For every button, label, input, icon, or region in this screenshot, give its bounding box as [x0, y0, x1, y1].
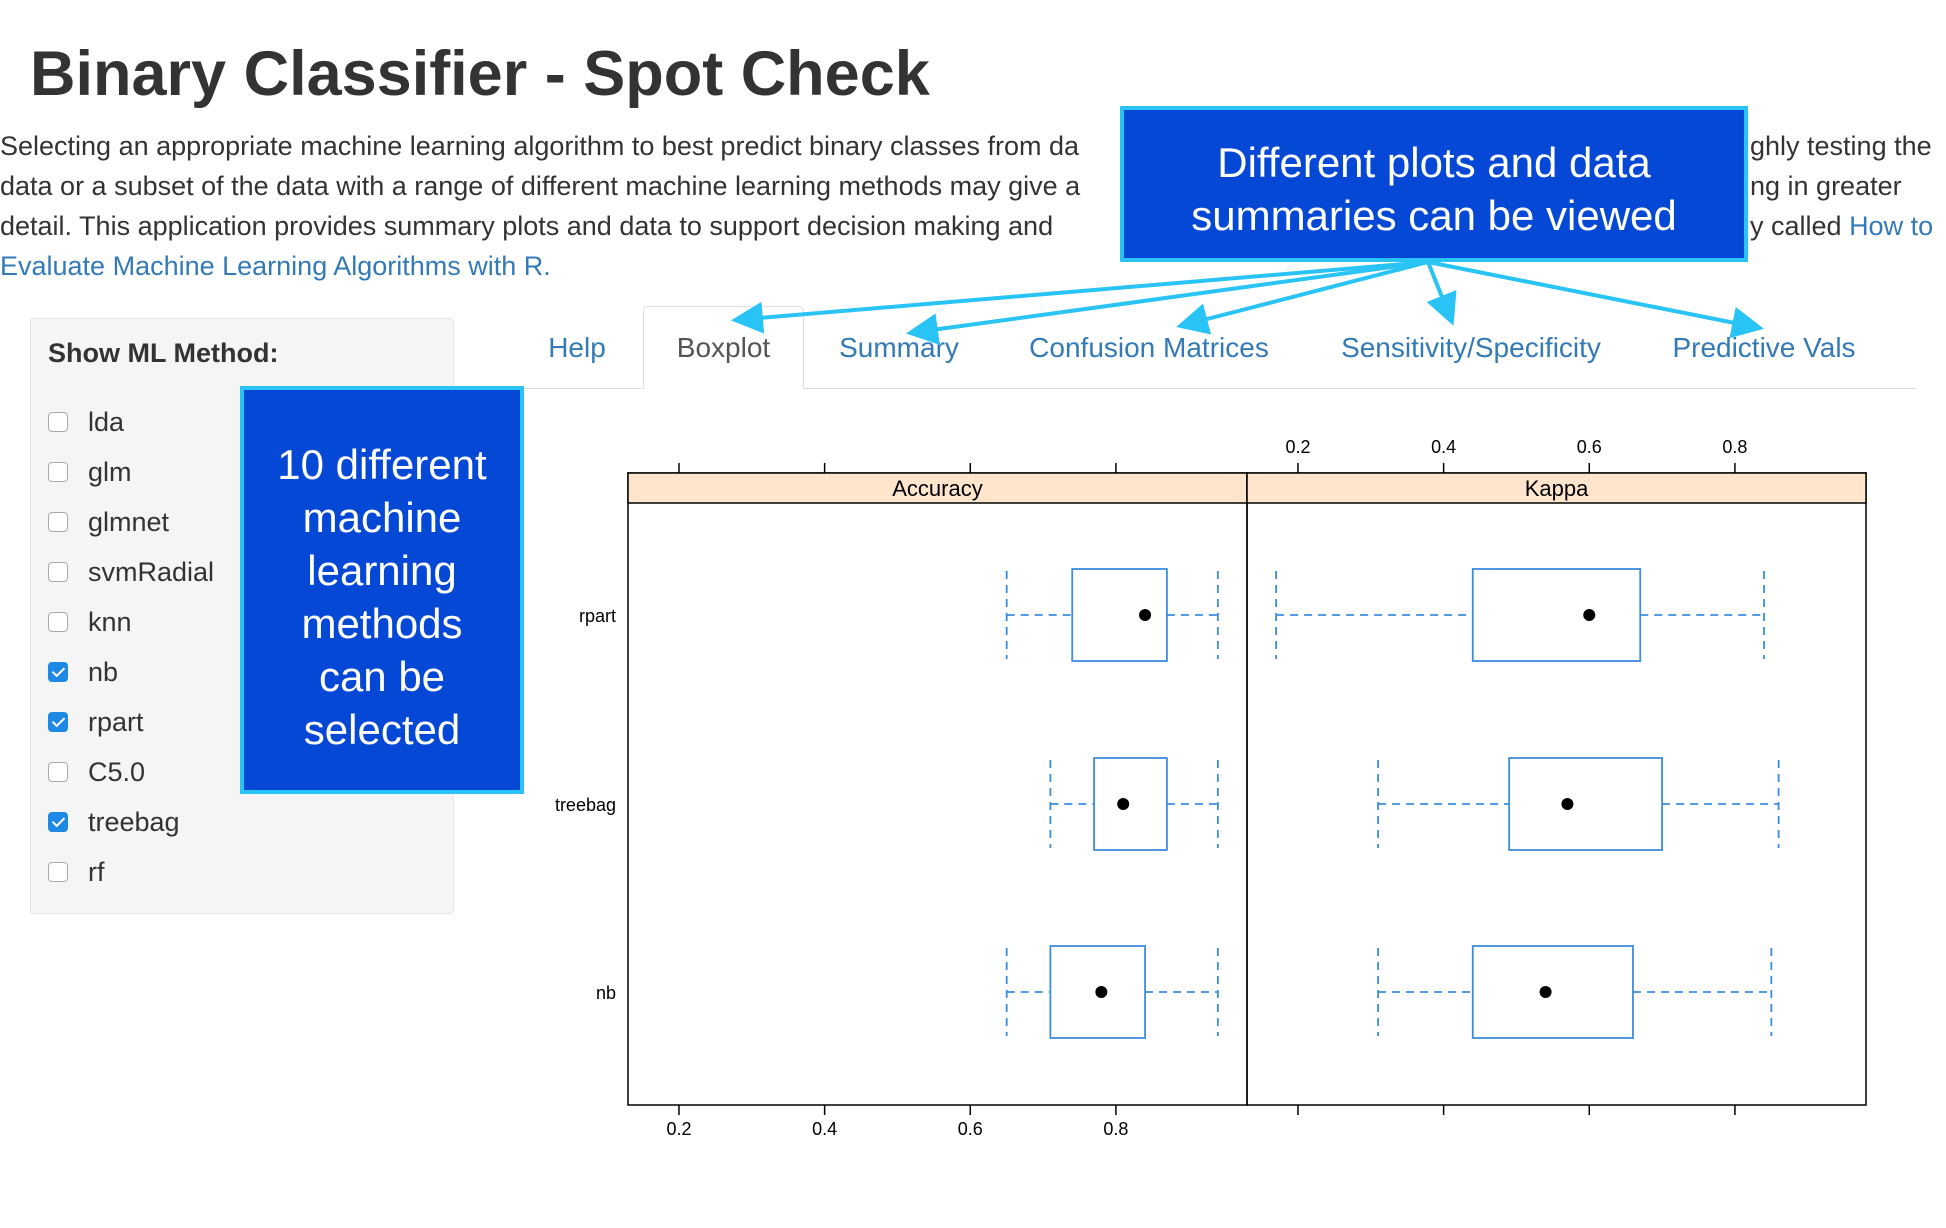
category-label: rpart	[579, 606, 616, 626]
method-checkbox[interactable]	[48, 412, 68, 432]
iqr-box	[1508, 757, 1663, 851]
tab-help[interactable]: Help	[548, 331, 606, 363]
method-checkbox[interactable]	[48, 862, 68, 882]
iqr-box	[1049, 945, 1146, 1039]
method-label: knn	[88, 606, 132, 637]
tab-confusion-matrices[interactable]: Confusion Matrices	[1029, 331, 1269, 363]
tick-label: 0.2	[666, 1119, 691, 1139]
method-checkbox[interactable]	[48, 812, 68, 832]
median-dot	[1139, 609, 1152, 621]
method-option-glmnet[interactable]: glmnet	[48, 502, 169, 542]
panel-frame	[1246, 472, 1867, 1106]
method-label: glm	[88, 456, 132, 487]
median-dot	[1095, 986, 1108, 998]
median-dot	[1117, 798, 1130, 810]
tick-label: 0.6	[1577, 437, 1602, 457]
callout-line: methods	[301, 600, 463, 647]
intro-link-part1[interactable]: How to	[1849, 211, 1934, 241]
method-checkbox[interactable]	[48, 662, 68, 682]
method-option-lda[interactable]: lda	[48, 402, 124, 442]
method-label: rpart	[88, 706, 144, 737]
callout-line: summaries can be viewed	[1191, 192, 1677, 239]
intro-line-1: Selecting an appropriate machine learnin…	[0, 131, 1932, 161]
panel-strip	[1246, 472, 1867, 504]
tick-label: 0.6	[958, 1119, 983, 1139]
iqr-box	[1471, 568, 1642, 662]
iqr-box	[1093, 757, 1168, 851]
method-checkbox[interactable]	[48, 562, 68, 582]
method-label: svmRadial	[88, 556, 215, 587]
method-label: glmnet	[88, 506, 170, 537]
intro-link-part2[interactable]: Evaluate Machine Learning Algorithms wit…	[0, 251, 551, 281]
method-option-knn[interactable]: knn	[48, 602, 132, 642]
method-checkbox[interactable]	[48, 762, 68, 782]
sidebar-title: Show ML Method:	[48, 338, 279, 368]
tick-label: 0.2	[1285, 437, 1310, 457]
tick-label: 0.8	[1722, 437, 1747, 457]
iqr-box	[1071, 568, 1168, 662]
category-label: nb	[596, 983, 616, 1003]
method-option-glm[interactable]: glm	[48, 452, 132, 492]
tab-sensitivity-specificity[interactable]: Sensitivity/Specificity	[1341, 331, 1601, 363]
callout-line: machine	[302, 494, 462, 541]
tab-predictive-vals[interactable]: Predictive Vals	[1672, 331, 1856, 363]
callout-line: selected	[303, 706, 461, 753]
intro-paragraph: Selecting an appropriate machine learnin…	[0, 126, 1946, 286]
tab-summary[interactable]: Summary	[839, 331, 959, 363]
tick-label: 0.8	[1103, 1119, 1128, 1139]
callout-line: can be	[318, 653, 446, 700]
category-label: treebag	[555, 795, 616, 815]
panel-title: Kappa	[1525, 476, 1589, 501]
tab-boxplot[interactable]: Boxplot	[643, 306, 804, 389]
method-label: treebag	[88, 806, 180, 837]
method-option-c50[interactable]: C5.0	[48, 752, 145, 792]
method-label: rf	[88, 856, 105, 887]
callout-line: 10 different	[277, 441, 487, 488]
callout-line: Different plots and data	[1217, 139, 1651, 186]
method-label: C5.0	[88, 756, 146, 787]
method-option-svmradial[interactable]: svmRadial	[48, 552, 214, 592]
panel-strip	[627, 472, 1248, 504]
method-checkbox[interactable]	[48, 512, 68, 532]
median-dot	[1583, 609, 1596, 621]
methods-callout: 10 different machine learning methods ca…	[240, 386, 524, 794]
method-option-nb[interactable]: nb	[48, 652, 118, 692]
iqr-box	[1471, 945, 1634, 1039]
intro-line-2: data or a subset of the data with a rang…	[0, 171, 1902, 201]
median-dot	[1561, 798, 1574, 810]
median-dot	[1539, 986, 1552, 998]
tabs-divider	[496, 388, 1916, 389]
method-label: nb	[88, 656, 119, 687]
panel-frame	[627, 472, 1248, 1106]
tick-label: 0.4	[1431, 437, 1456, 457]
intro-line-3: detail. This application provides summar…	[0, 211, 1934, 241]
intro-line-4: Evaluate Machine Learning Algorithms wit…	[0, 246, 1946, 286]
panel-title: Accuracy	[892, 476, 982, 501]
method-option-rpart[interactable]: rpart	[48, 702, 144, 742]
page-title: Binary Classifier - Spot Check	[30, 39, 930, 109]
method-option-treebag[interactable]: treebag	[48, 802, 180, 842]
tick-label: 0.4	[812, 1119, 837, 1139]
method-checkbox[interactable]	[48, 462, 68, 482]
method-option-rf[interactable]: rf	[48, 852, 105, 892]
callout-line: learning	[307, 547, 457, 594]
plots-callout: Different plots and data summaries can b…	[1120, 106, 1748, 262]
method-checkbox[interactable]	[48, 712, 68, 732]
method-label: lda	[88, 406, 125, 437]
method-checkbox[interactable]	[48, 612, 68, 632]
